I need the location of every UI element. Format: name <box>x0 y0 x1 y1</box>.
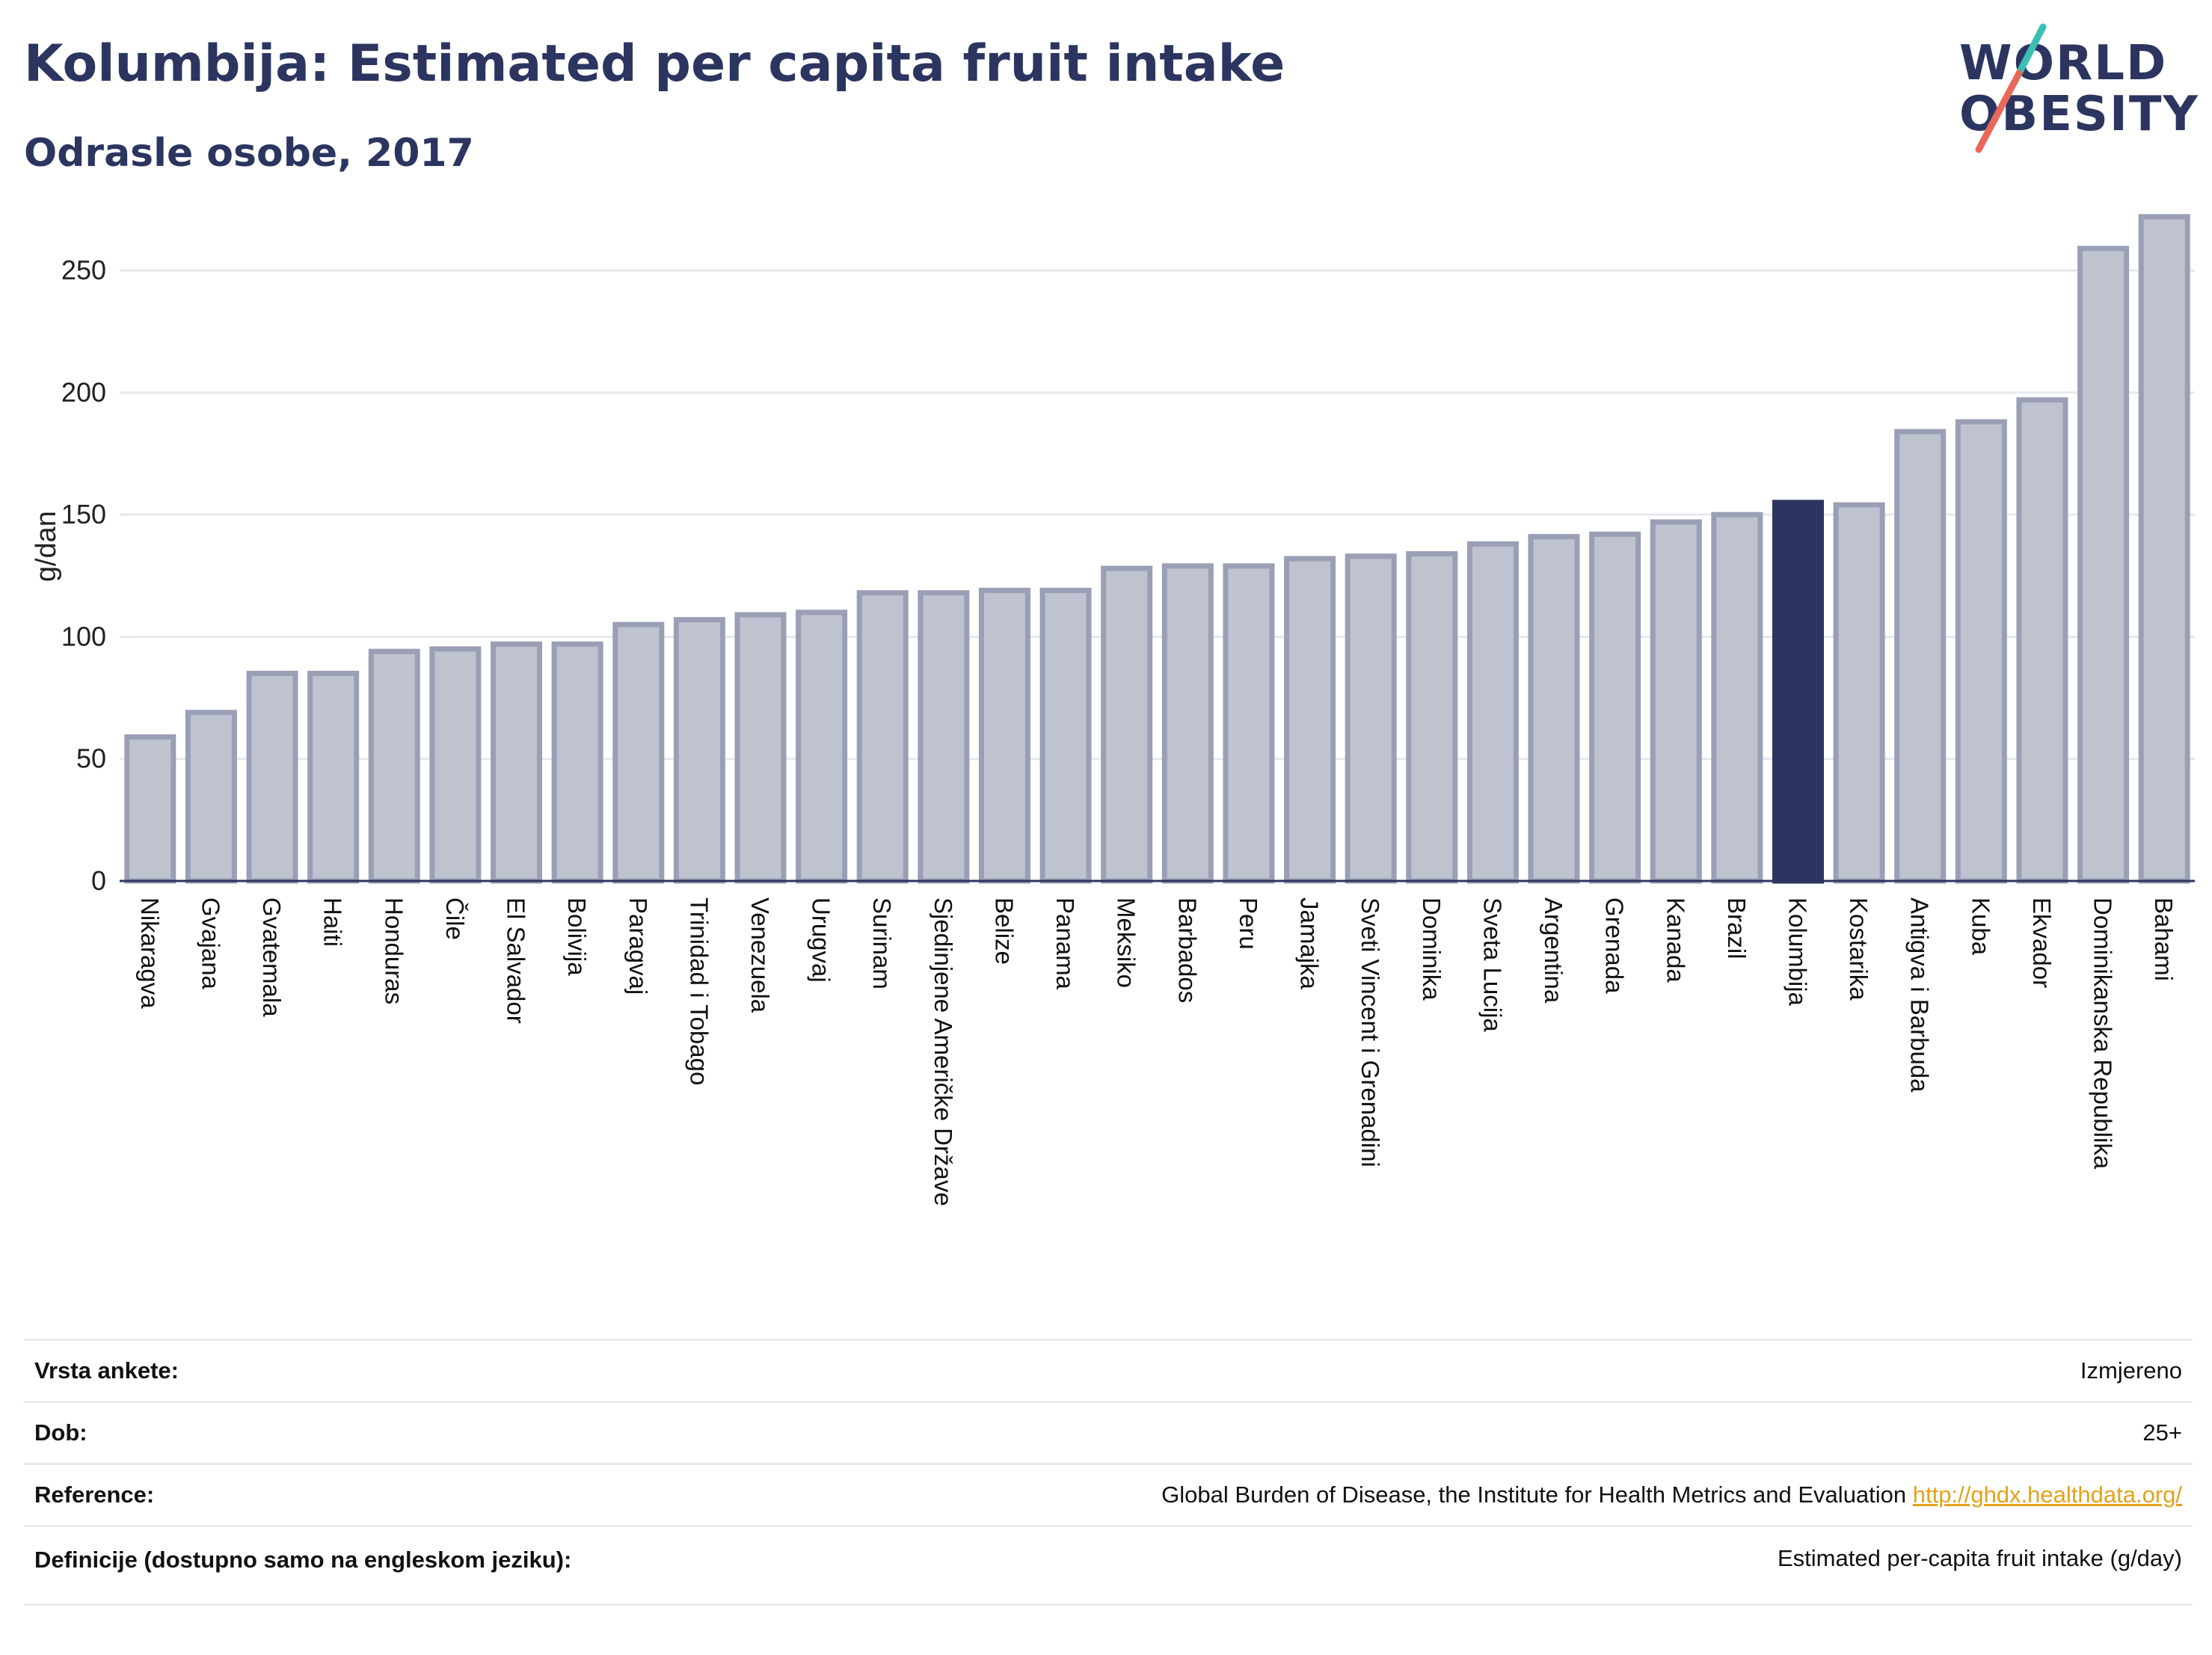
bar-sveta-lucija[interactable] <box>1466 541 1519 884</box>
x-tick-label: Bolivija <box>563 897 591 976</box>
x-tick-label: Kuba <box>1967 897 1994 956</box>
reference-link[interactable]: http://ghdx.healthdata.org/ <box>1912 1481 2182 1508</box>
x-tick-label: Gvajana <box>197 897 224 990</box>
x-tick-label: Brazil <box>1723 897 1751 959</box>
bar-trinidad-i-tobago[interactable] <box>673 617 725 884</box>
bar-bahami[interactable] <box>2138 214 2190 884</box>
bar-meksiko[interactable] <box>1101 565 1153 884</box>
x-tick-label: Trinidad i Tobago <box>685 897 713 1085</box>
bar-kanada[interactable] <box>1650 519 1702 884</box>
bar-sveti-vincent-i-grenadini[interactable] <box>1345 553 1397 884</box>
logo-slash-icon <box>1975 23 2047 153</box>
bar-čile[interactable] <box>429 646 482 884</box>
x-tick-label: Paragvaj <box>624 897 652 995</box>
bar-el-salvador[interactable] <box>491 641 543 884</box>
info-row-definitions: Definicije (dostupno samo na engleskom j… <box>24 1525 2193 1606</box>
info-label: Reference: <box>34 1481 155 1508</box>
y-tick-label: 50 <box>76 743 106 774</box>
info-value: 25+ <box>2142 1419 2182 1446</box>
bar-belize[interactable] <box>978 587 1030 884</box>
x-tick-label: Kolumbija <box>1784 897 1811 1007</box>
x-tick-label: Sveta Lucija <box>1478 897 1506 1032</box>
bar-argentina[interactable] <box>1528 534 1580 884</box>
bar-sjedinjene-američke-države[interactable] <box>918 590 970 884</box>
bar-ekvador[interactable] <box>2016 397 2068 884</box>
x-tick-label: Grenada <box>1601 897 1629 994</box>
bar-honduras[interactable] <box>368 648 420 884</box>
chart-subtitle: Odrasle osobe, 2017 <box>24 131 474 176</box>
bar-gvatemala[interactable] <box>246 670 298 884</box>
info-value: Estimated per-capita fruit intake (g/day… <box>1777 1545 2182 1571</box>
x-tick-label: Čile <box>441 897 469 940</box>
info-value: Global Burden of Disease, the Institute … <box>1161 1481 2182 1508</box>
x-tick-label: Dominikanska Republika <box>2089 897 2117 1170</box>
x-tick-label: Honduras <box>380 897 408 1004</box>
x-tick-label: Sjedinjene Američke Države <box>930 897 957 1206</box>
x-tick-label: Nikaragva <box>136 897 164 1009</box>
y-tick-label: 150 <box>61 499 106 529</box>
x-tick-label: Bahami <box>2150 897 2178 981</box>
bar-nikaragva[interactable] <box>124 734 176 884</box>
logo-line-world: WORLD <box>1959 36 2168 91</box>
y-tick-label: 0 <box>91 865 106 896</box>
y-axis-label: g/dan <box>31 511 62 582</box>
x-tick-label: Kanada <box>1662 897 1689 983</box>
x-tick-label: Jamajka <box>1296 897 1324 990</box>
bar-peru[interactable] <box>1223 563 1275 884</box>
bar-panama[interactable] <box>1039 587 1092 884</box>
reference-text: Global Burden of Disease, the Institute … <box>1161 1481 1907 1508</box>
info-row-survey-type: Vrsta ankete: Izmjereno <box>24 1339 2193 1401</box>
bar-jamajka[interactable] <box>1284 556 1336 884</box>
bar-surinam[interactable] <box>856 590 909 884</box>
bar-chart: 0 50 100 150 200 250 g/dan Nikaragva Gvajana Gvat… <box>31 214 2195 1206</box>
bar-antigva-i-barbuda[interactable] <box>1894 429 1947 884</box>
x-tick-label: Urugvaj <box>808 897 835 983</box>
x-tick-label: Peru <box>1235 897 1262 950</box>
x-tick-label: Haiti <box>319 897 347 947</box>
x-tick-label: Venezuela <box>746 897 774 1013</box>
bar-barbados[interactable] <box>1161 563 1214 884</box>
x-tick-label: Meksiko <box>1113 897 1140 988</box>
x-tick-label: Ekvador <box>2028 897 2056 988</box>
bar-kostarika[interactable] <box>1833 502 1885 884</box>
bar-kolumbija[interactable] <box>1772 500 1825 884</box>
bar-urugvaj[interactable] <box>796 610 848 884</box>
info-row-reference: Reference: Global Burden of Disease, the… <box>24 1463 2193 1525</box>
bar-haiti[interactable] <box>307 670 360 884</box>
y-tick-label: 100 <box>61 621 106 651</box>
chart-title: Kolumbija: Estimated per capita fruit in… <box>24 34 1285 93</box>
x-tick-label: Argentina <box>1540 897 1567 1004</box>
world-obesity-logo: WORLD OBESITY <box>1944 21 2199 163</box>
y-tick-label: 200 <box>61 377 106 408</box>
x-tick-label: Barbados <box>1173 897 1201 1003</box>
x-tick-label: Panama <box>1051 897 1079 990</box>
x-tick-label: Belize <box>990 897 1018 965</box>
bar-brazil[interactable] <box>1711 512 1763 884</box>
x-tick-label: Dominika <box>1418 897 1446 1001</box>
info-table: Vrsta ankete: Izmjereno Dob: 25+ Referen… <box>24 1339 2193 1606</box>
x-tick-label: Surinam <box>868 897 896 989</box>
info-label: Dob: <box>34 1419 87 1446</box>
bar-dominikanska-republika[interactable] <box>2077 245 2130 884</box>
x-tick-label: Antigva i Barbuda <box>1906 897 1934 1093</box>
bar-kuba[interactable] <box>1955 419 2007 884</box>
info-value: Izmjereno <box>2080 1357 2182 1384</box>
bar-venezuela[interactable] <box>734 612 787 884</box>
x-tick-label: El Salvador <box>503 897 530 1024</box>
bar-dominika[interactable] <box>1406 550 1458 884</box>
info-label: Vrsta ankete: <box>34 1357 179 1384</box>
bar-gvajana[interactable] <box>185 710 237 884</box>
x-tick-label: Gvatemala <box>258 897 286 1017</box>
bar-paragvaj[interactable] <box>612 621 665 884</box>
bar-bolivija[interactable] <box>551 641 603 884</box>
x-tick-label: Kostarika <box>1845 897 1872 1001</box>
x-tick-label: Sveti Vincent i Grenadini <box>1357 897 1384 1167</box>
y-tick-label: 250 <box>61 255 106 286</box>
info-row-age: Dob: 25+ <box>24 1401 2193 1463</box>
info-label: Definicije (dostupno samo na engleskom j… <box>34 1547 572 1573</box>
bar-grenada[interactable] <box>1589 531 1641 884</box>
